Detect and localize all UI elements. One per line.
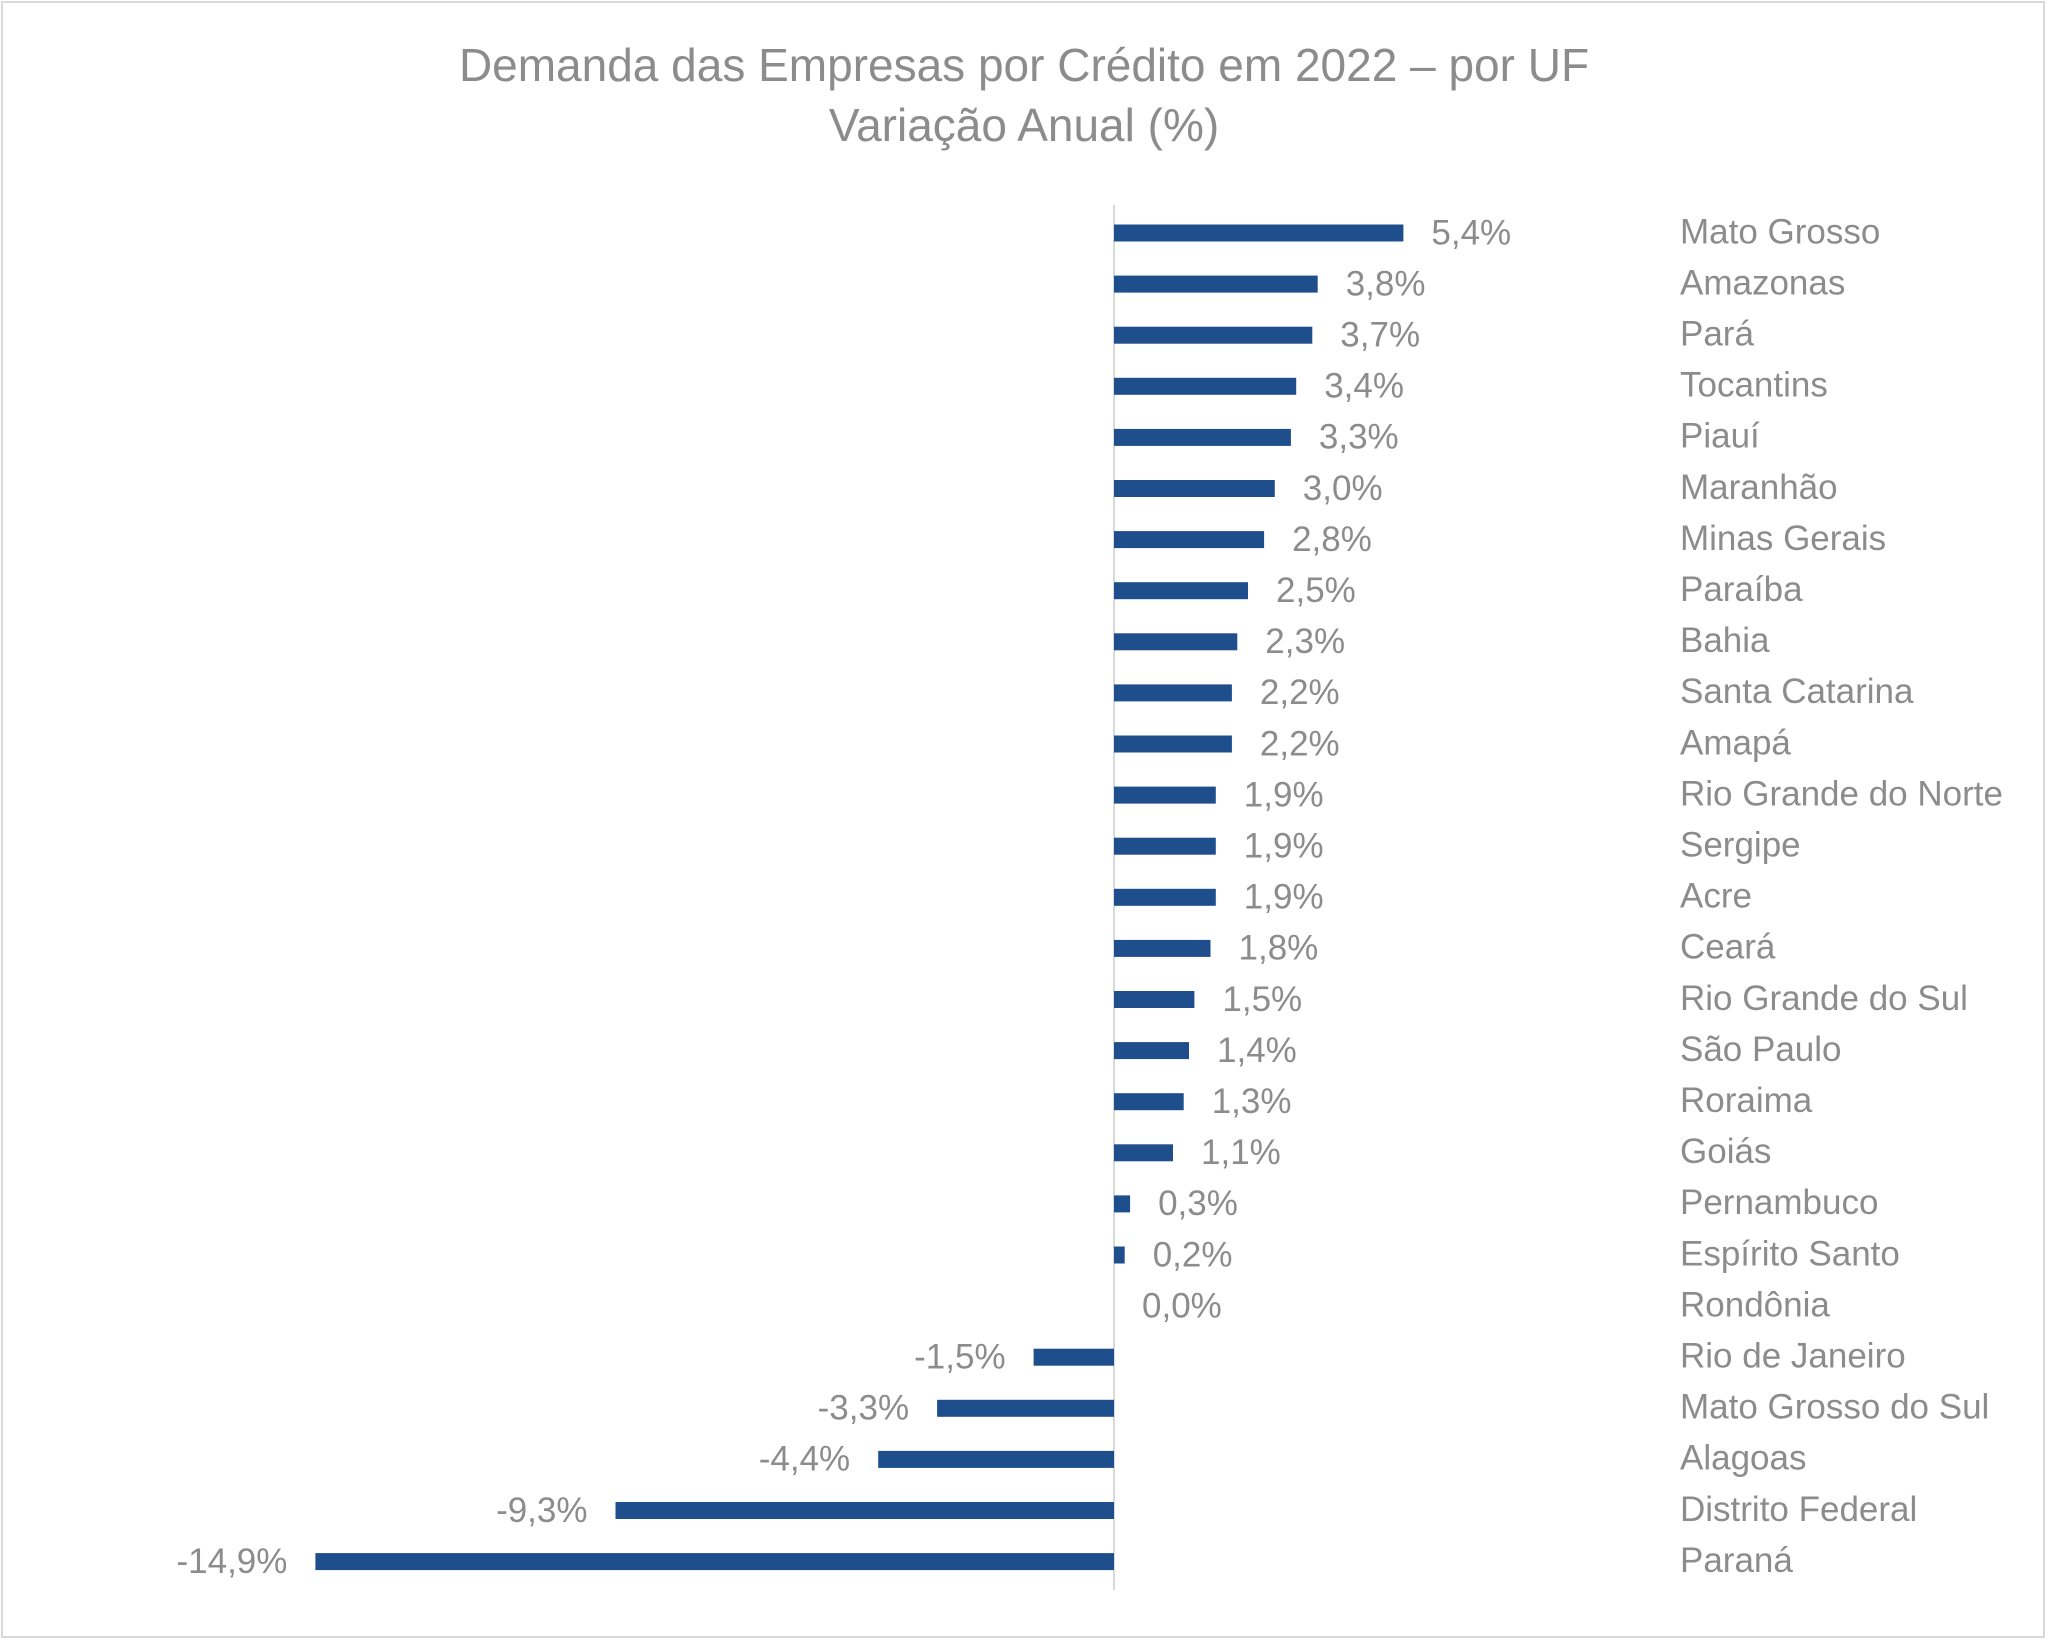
data-label: 1,5%: [1222, 980, 1302, 1019]
category-label: Rondônia: [1680, 1285, 1830, 1324]
category-label: Goiás: [1680, 1132, 1771, 1171]
data-label: 5,4%: [1431, 213, 1511, 252]
category-label: Espírito Santo: [1680, 1234, 1900, 1273]
data-label: 1,9%: [1244, 826, 1324, 865]
category-label: Paraíba: [1680, 570, 1803, 609]
bar: [1114, 1246, 1125, 1264]
data-label: 2,8%: [1292, 520, 1372, 559]
bar: [878, 1450, 1114, 1468]
data-label: 3,8%: [1346, 264, 1426, 303]
bar: [1114, 224, 1404, 242]
bar: [1114, 888, 1216, 906]
bar: [1114, 1042, 1189, 1060]
data-label: 3,0%: [1303, 469, 1383, 508]
category-label: Maranhão: [1680, 468, 1838, 507]
category-label: Mato Grosso: [1680, 212, 1880, 251]
bar: [615, 1502, 1114, 1519]
category-label: Rio Grande do Norte: [1680, 774, 2003, 813]
data-label: 0,0%: [1142, 1286, 1222, 1325]
data-label: 2,2%: [1260, 724, 1340, 763]
bar: [1114, 1195, 1131, 1213]
bar: [1114, 735, 1232, 753]
bar: [1114, 275, 1318, 293]
bar: [1114, 377, 1297, 395]
category-label: Acre: [1680, 877, 1752, 916]
category-label: Amazonas: [1680, 263, 1845, 302]
data-label: 1,8%: [1239, 929, 1319, 968]
data-label: 3,7%: [1340, 315, 1420, 354]
category-label: Mato Grosso do Sul: [1680, 1388, 1989, 1427]
category-label: Bahia: [1680, 621, 1770, 660]
data-label: 2,3%: [1265, 622, 1345, 661]
category-label: Minas Gerais: [1680, 519, 1886, 558]
bar: [1114, 1093, 1184, 1111]
bar: [1114, 939, 1211, 957]
category-label: Sergipe: [1680, 825, 1801, 864]
category-label: Roraima: [1680, 1081, 1813, 1120]
category-label: São Paulo: [1680, 1030, 1842, 1069]
category-label: Rio Grande do Sul: [1680, 979, 1968, 1018]
data-label: -4,4%: [759, 1440, 850, 1479]
category-label: Amapá: [1680, 723, 1791, 762]
category-label: Distrito Federal: [1680, 1490, 1917, 1529]
bar: [315, 1553, 1114, 1571]
data-label: 1,4%: [1217, 1031, 1297, 1070]
chart-title: Demanda das Empresas por Crédito em 2022…: [458, 39, 1590, 91]
bar: [1114, 786, 1216, 804]
bar: [1114, 428, 1291, 446]
data-label: -3,3%: [818, 1389, 909, 1428]
bar: [1114, 582, 1248, 600]
data-label: 0,3%: [1158, 1184, 1238, 1223]
bar: [1114, 991, 1195, 1008]
bar: [1114, 1144, 1173, 1162]
data-label: 1,3%: [1212, 1082, 1292, 1121]
bar: [1114, 837, 1216, 855]
bar: [1114, 633, 1238, 651]
category-label: Ceará: [1680, 928, 1776, 967]
data-label: 2,2%: [1260, 673, 1340, 712]
category-label: Rio de Janeiro: [1680, 1336, 1906, 1375]
data-label: 3,4%: [1324, 367, 1404, 406]
data-label: -14,9%: [176, 1542, 287, 1581]
category-label: Alagoas: [1680, 1439, 1806, 1478]
category-label: Piauí: [1680, 417, 1760, 456]
data-label: 2,5%: [1276, 571, 1356, 610]
data-label: 0,2%: [1153, 1235, 1233, 1274]
data-label: -9,3%: [496, 1491, 587, 1530]
category-label: Santa Catarina: [1680, 672, 1914, 711]
chart-subtitle: Variação Anual (%): [828, 99, 1220, 151]
bar: [937, 1399, 1114, 1417]
bar: [1114, 326, 1313, 344]
category-label: Tocantins: [1680, 366, 1828, 405]
data-label: 1,9%: [1244, 775, 1324, 814]
bar: [1114, 684, 1232, 702]
data-label: 1,1%: [1201, 1133, 1281, 1172]
data-label: -1,5%: [914, 1337, 1005, 1376]
category-label: Pará: [1680, 314, 1754, 353]
bar: [1033, 1348, 1114, 1366]
data-label: 3,3%: [1319, 418, 1399, 457]
category-label: Pernambuco: [1680, 1183, 1878, 1222]
bar: [1114, 531, 1265, 549]
category-label: Paraná: [1680, 1541, 1793, 1580]
bar: [1114, 480, 1275, 497]
data-label: 1,9%: [1244, 878, 1324, 917]
